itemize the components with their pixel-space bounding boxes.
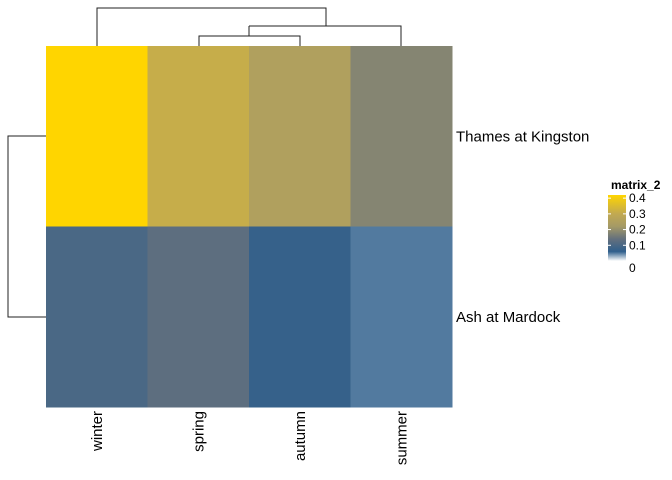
- heatmap-cells: [46, 46, 453, 408]
- heatmap-cell: [147, 46, 250, 227]
- legend-title: matrix_2: [611, 178, 661, 192]
- legend-tick-label: 0: [629, 261, 636, 275]
- heatmap-cell: [350, 46, 453, 227]
- legend-tick-label: 0.4: [629, 191, 646, 205]
- heatmap-cell: [147, 226, 250, 408]
- column-label: spring: [190, 411, 207, 452]
- column-labels: winter spring autumn summer: [89, 411, 411, 465]
- heatmap-cell: [350, 226, 453, 408]
- row-label: Thames at Kingston: [456, 128, 589, 145]
- heatmap-cell: [46, 46, 148, 227]
- heatmap-cell: [249, 226, 351, 408]
- row-labels: Thames at Kingston Ash at Mardock: [456, 128, 589, 326]
- column-label: summer: [393, 411, 410, 465]
- column-label: winter: [89, 411, 106, 452]
- color-legend: matrix_2 0.4 0.3 0.20.1 0: [608, 178, 661, 275]
- column-dendrogram-branches: [96, 7, 402, 46]
- legend-ticks: 0.4 0.3 0.20.1 0: [608, 191, 646, 275]
- heatmap-cell: [46, 226, 148, 408]
- legend-color-bar: [608, 195, 626, 261]
- row-label: Ash at Mardock: [456, 309, 561, 326]
- legend-tick-label: 0.3: [629, 207, 646, 221]
- row-dendrogram: [7, 135, 46, 318]
- column-label: autumn: [292, 411, 309, 461]
- legend-tick-label: 0.1: [629, 238, 646, 252]
- legend-tick-label: 0.2: [629, 223, 646, 237]
- heatmap-cell: [249, 46, 351, 227]
- row-dendrogram-branches: [7, 135, 46, 318]
- column-dendrogram: [96, 7, 402, 46]
